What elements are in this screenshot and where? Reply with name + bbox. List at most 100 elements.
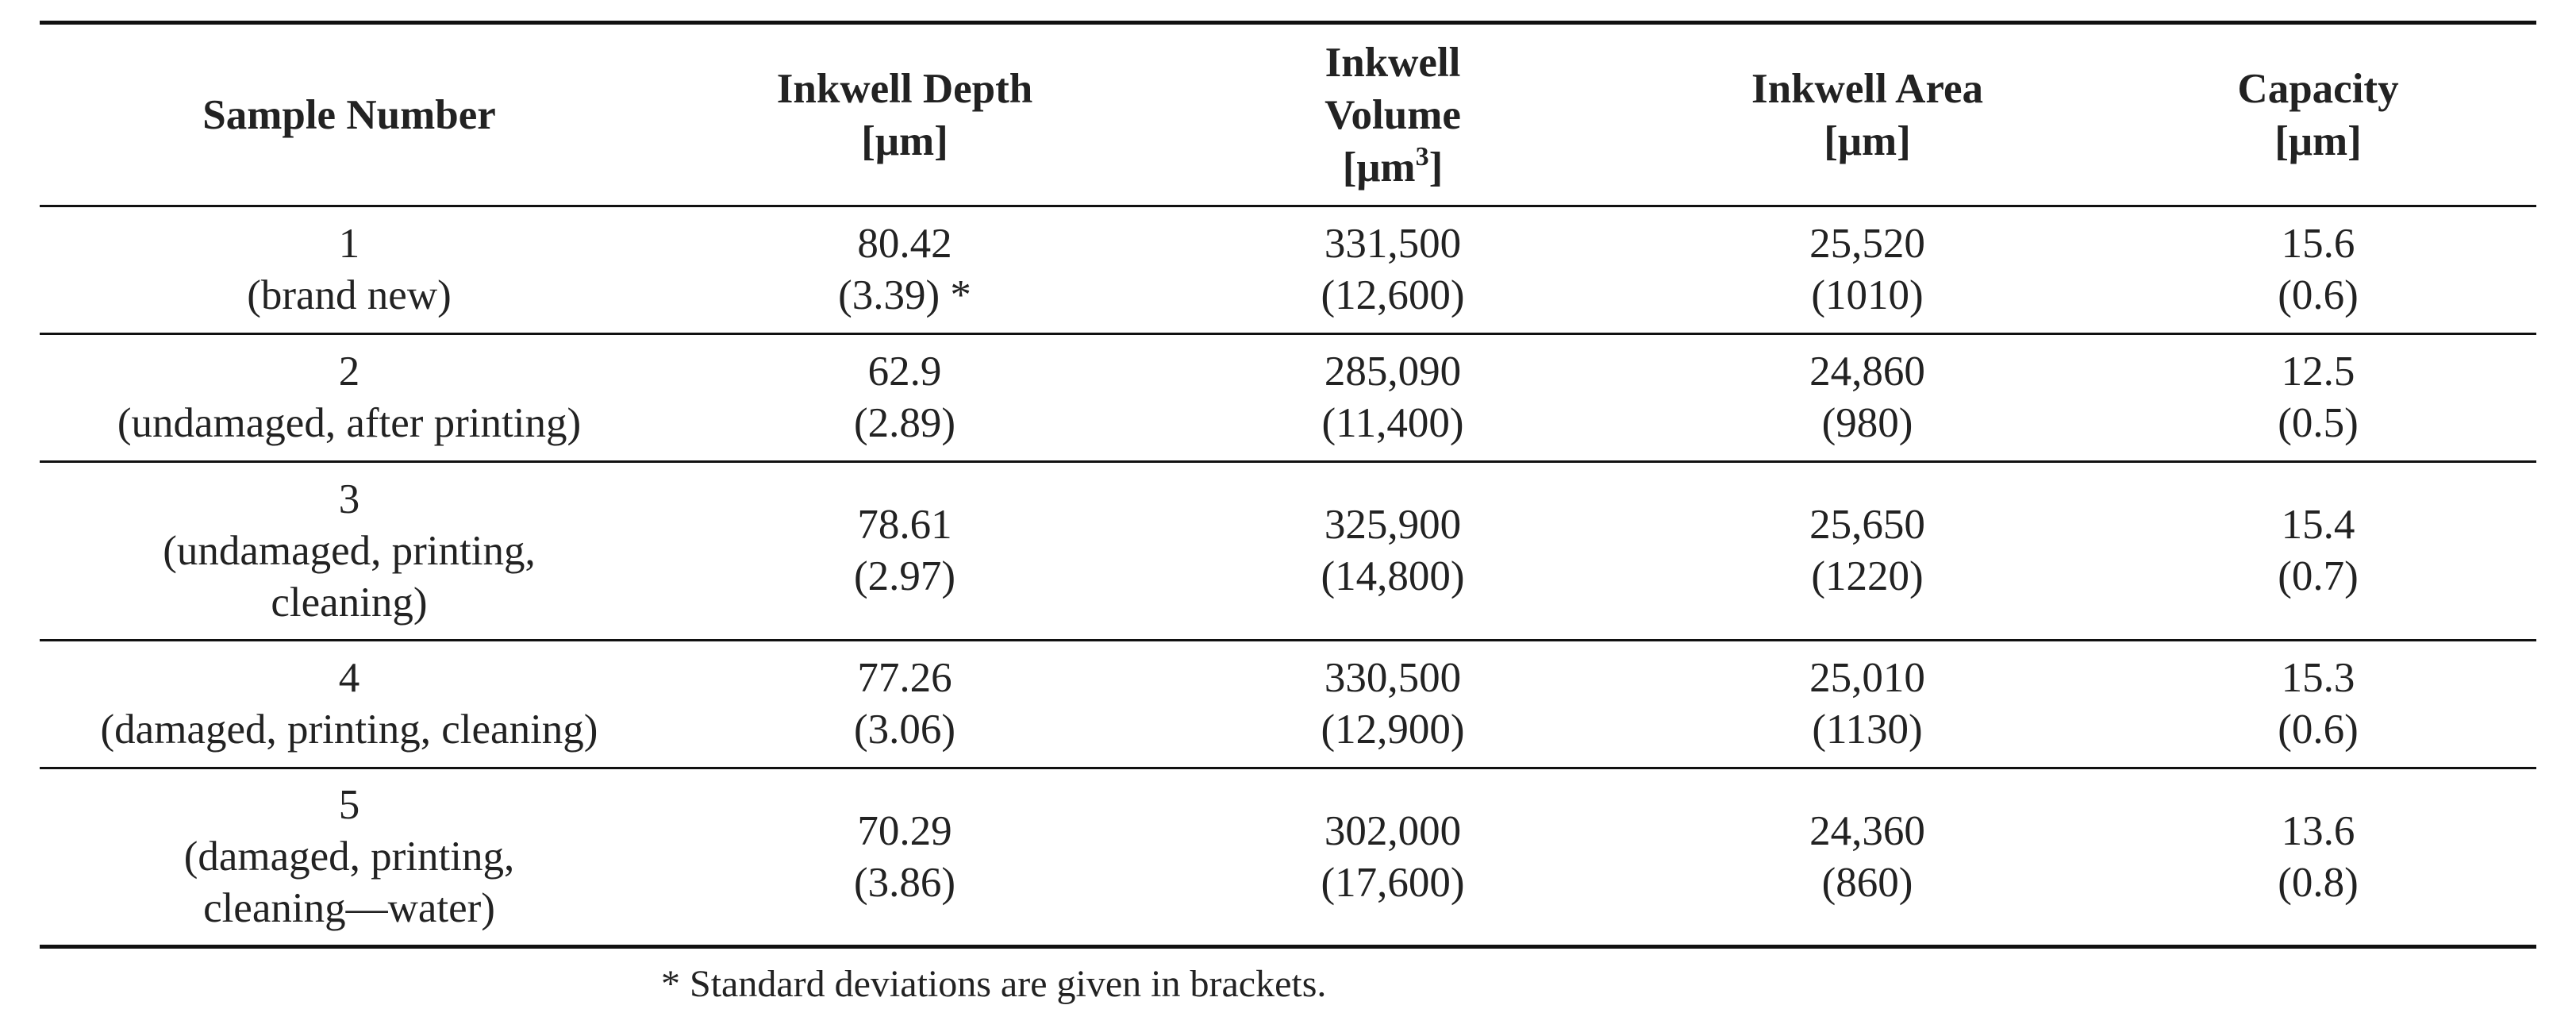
table-row: 1 (brand new) 80.42 (3.39) * 331,500 (12… (40, 206, 2536, 334)
cell-sample: 2 (undamaged, after printing) (40, 334, 659, 462)
table-footnote: * Standard deviations are given in brack… (661, 963, 1327, 1005)
value-std-dev: (12,900) (1321, 707, 1465, 753)
header-line: Inkwell Depth (776, 65, 1033, 112)
header-line: Sample Number (202, 91, 496, 138)
header-capacity: Capacity [μm] (2100, 23, 2536, 206)
cell-area: 25,520 (1010) (1635, 206, 2100, 334)
cell-depth: 78.61 (2.97) (659, 462, 1151, 641)
cell-area: 25,010 (1130) (1635, 641, 2100, 768)
unit-superscript: 3 (1415, 141, 1429, 171)
value-std-dev: (14,800) (1321, 553, 1465, 599)
cell-sample: 1 (brand new) (40, 206, 659, 334)
header-inkwell-depth: Inkwell Depth [μm] (659, 23, 1151, 206)
value-mean: 331,500 (1324, 221, 1462, 267)
header-line: Capacity (2237, 65, 2399, 112)
value-mean: 15.4 (2281, 502, 2355, 548)
cell-area: 24,860 (980) (1635, 334, 2100, 462)
cell-capacity: 13.6 (0.8) (2100, 768, 2536, 947)
unit-open: [μm (1342, 144, 1416, 191)
value-mean: 15.6 (2281, 221, 2355, 267)
sample-condition: (undamaged, printing, (163, 527, 536, 574)
value-mean: 285,090 (1324, 348, 1462, 395)
value-mean: 25,520 (1809, 221, 1925, 267)
table-row: 4 (damaged, printing, cleaning) 77.26 (3… (40, 641, 2536, 768)
value-std-dev: (3.86) (853, 859, 956, 906)
cell-capacity: 12.5 (0.5) (2100, 334, 2536, 462)
value-mean: 70.29 (857, 807, 952, 854)
value-mean: 24,860 (1809, 348, 1925, 395)
data-table-container: Sample Number Inkwell Depth [μm] Inkwell… (40, 21, 2536, 949)
sample-number: 2 (338, 348, 360, 395)
table-row: 2 (undamaged, after printing) 62.9 (2.89… (40, 334, 2536, 462)
value-std-dev: (0.7) (2278, 553, 2359, 599)
header-line: Inkwell (1325, 39, 1461, 86)
value-mean: 78.61 (857, 502, 952, 548)
sample-condition: (damaged, printing, (183, 834, 515, 880)
header-unit: [μm] (1824, 117, 1911, 164)
value-std-dev: (12,600) (1321, 272, 1465, 318)
cell-volume: 325,900 (14,800) (1151, 462, 1635, 641)
value-mean: 62.9 (867, 348, 942, 395)
value-std-dev: (2.97) (853, 553, 956, 599)
value-mean: 12.5 (2281, 348, 2355, 395)
value-mean: 15.3 (2281, 655, 2355, 701)
header-line: Inkwell Area (1751, 65, 1984, 112)
value-std-dev: (0.5) (2278, 400, 2359, 446)
sample-condition-cont: cleaning—water) (203, 885, 495, 931)
sample-condition-cont: cleaning) (271, 579, 428, 626)
cell-volume: 331,500 (12,600) (1151, 206, 1635, 334)
value-mean: 25,650 (1809, 502, 1925, 548)
value-std-dev: (1130) (1812, 707, 1923, 753)
sample-condition: (undamaged, after printing) (117, 400, 582, 446)
value-mean: 302,000 (1324, 807, 1462, 854)
unit-close: ] (1428, 144, 1444, 191)
value-std-dev: (980) (1821, 400, 1913, 446)
sample-condition: (damaged, printing, cleaning) (100, 707, 598, 753)
value-mean: 24,360 (1809, 807, 1925, 854)
cell-sample: 3 (undamaged, printing, cleaning) (40, 462, 659, 641)
sample-number: 1 (338, 221, 360, 267)
cell-capacity: 15.6 (0.6) (2100, 206, 2536, 334)
cell-area: 25,650 (1220) (1635, 462, 2100, 641)
value-mean: 25,010 (1809, 655, 1925, 701)
cell-depth: 77.26 (3.06) (659, 641, 1151, 768)
value-std-dev: (1220) (1811, 553, 1924, 599)
header-unit: [μm3] (1151, 141, 1635, 194)
sample-number: 5 (338, 782, 360, 828)
value-std-dev: (1010) (1811, 272, 1924, 318)
table-header-row: Sample Number Inkwell Depth [μm] Inkwell… (40, 22, 2536, 206)
cell-depth: 70.29 (3.86) (659, 768, 1151, 947)
value-mean: 80.42 (857, 221, 952, 267)
value-std-dev: (2.89) (853, 400, 956, 446)
header-unit: [μm] (861, 117, 948, 164)
cell-capacity: 15.3 (0.6) (2100, 641, 2536, 768)
cell-volume: 330,500 (12,900) (1151, 641, 1635, 768)
table-row: 3 (undamaged, printing, cleaning) 78.61 … (40, 462, 2536, 641)
sample-number: 4 (338, 655, 360, 701)
inkwell-measurements-table: Sample Number Inkwell Depth [μm] Inkwell… (40, 21, 2536, 949)
table-row: 5 (damaged, printing, cleaning—water) 70… (40, 768, 2536, 947)
cell-area: 24,360 (860) (1635, 768, 2100, 947)
cell-depth: 62.9 (2.89) (659, 334, 1151, 462)
cell-sample: 4 (damaged, printing, cleaning) (40, 641, 659, 768)
value-std-dev: (0.6) (2278, 272, 2359, 318)
header-inkwell-volume: Inkwell Volume [μm3] (1151, 23, 1635, 206)
header-line: Volume (1325, 91, 1461, 138)
header-sample-number: Sample Number (40, 23, 659, 206)
value-mean: 77.26 (857, 655, 952, 701)
value-mean: 330,500 (1324, 655, 1462, 701)
value-std-dev: (0.6) (2278, 707, 2359, 753)
sample-number: 3 (338, 476, 360, 522)
value-mean: 13.6 (2281, 807, 2355, 854)
value-std-dev: (0.8) (2278, 859, 2359, 906)
cell-depth: 80.42 (3.39) * (659, 206, 1151, 334)
header-inkwell-area: Inkwell Area [μm] (1635, 23, 2100, 206)
value-std-dev: (3.39) * (838, 272, 971, 318)
header-unit: [μm] (2274, 117, 2362, 164)
sample-condition: (brand new) (247, 272, 452, 318)
value-std-dev: (860) (1821, 859, 1913, 906)
value-std-dev: (11,400) (1321, 400, 1464, 446)
cell-volume: 302,000 (17,600) (1151, 768, 1635, 947)
value-std-dev: (3.06) (853, 707, 956, 753)
cell-capacity: 15.4 (0.7) (2100, 462, 2536, 641)
